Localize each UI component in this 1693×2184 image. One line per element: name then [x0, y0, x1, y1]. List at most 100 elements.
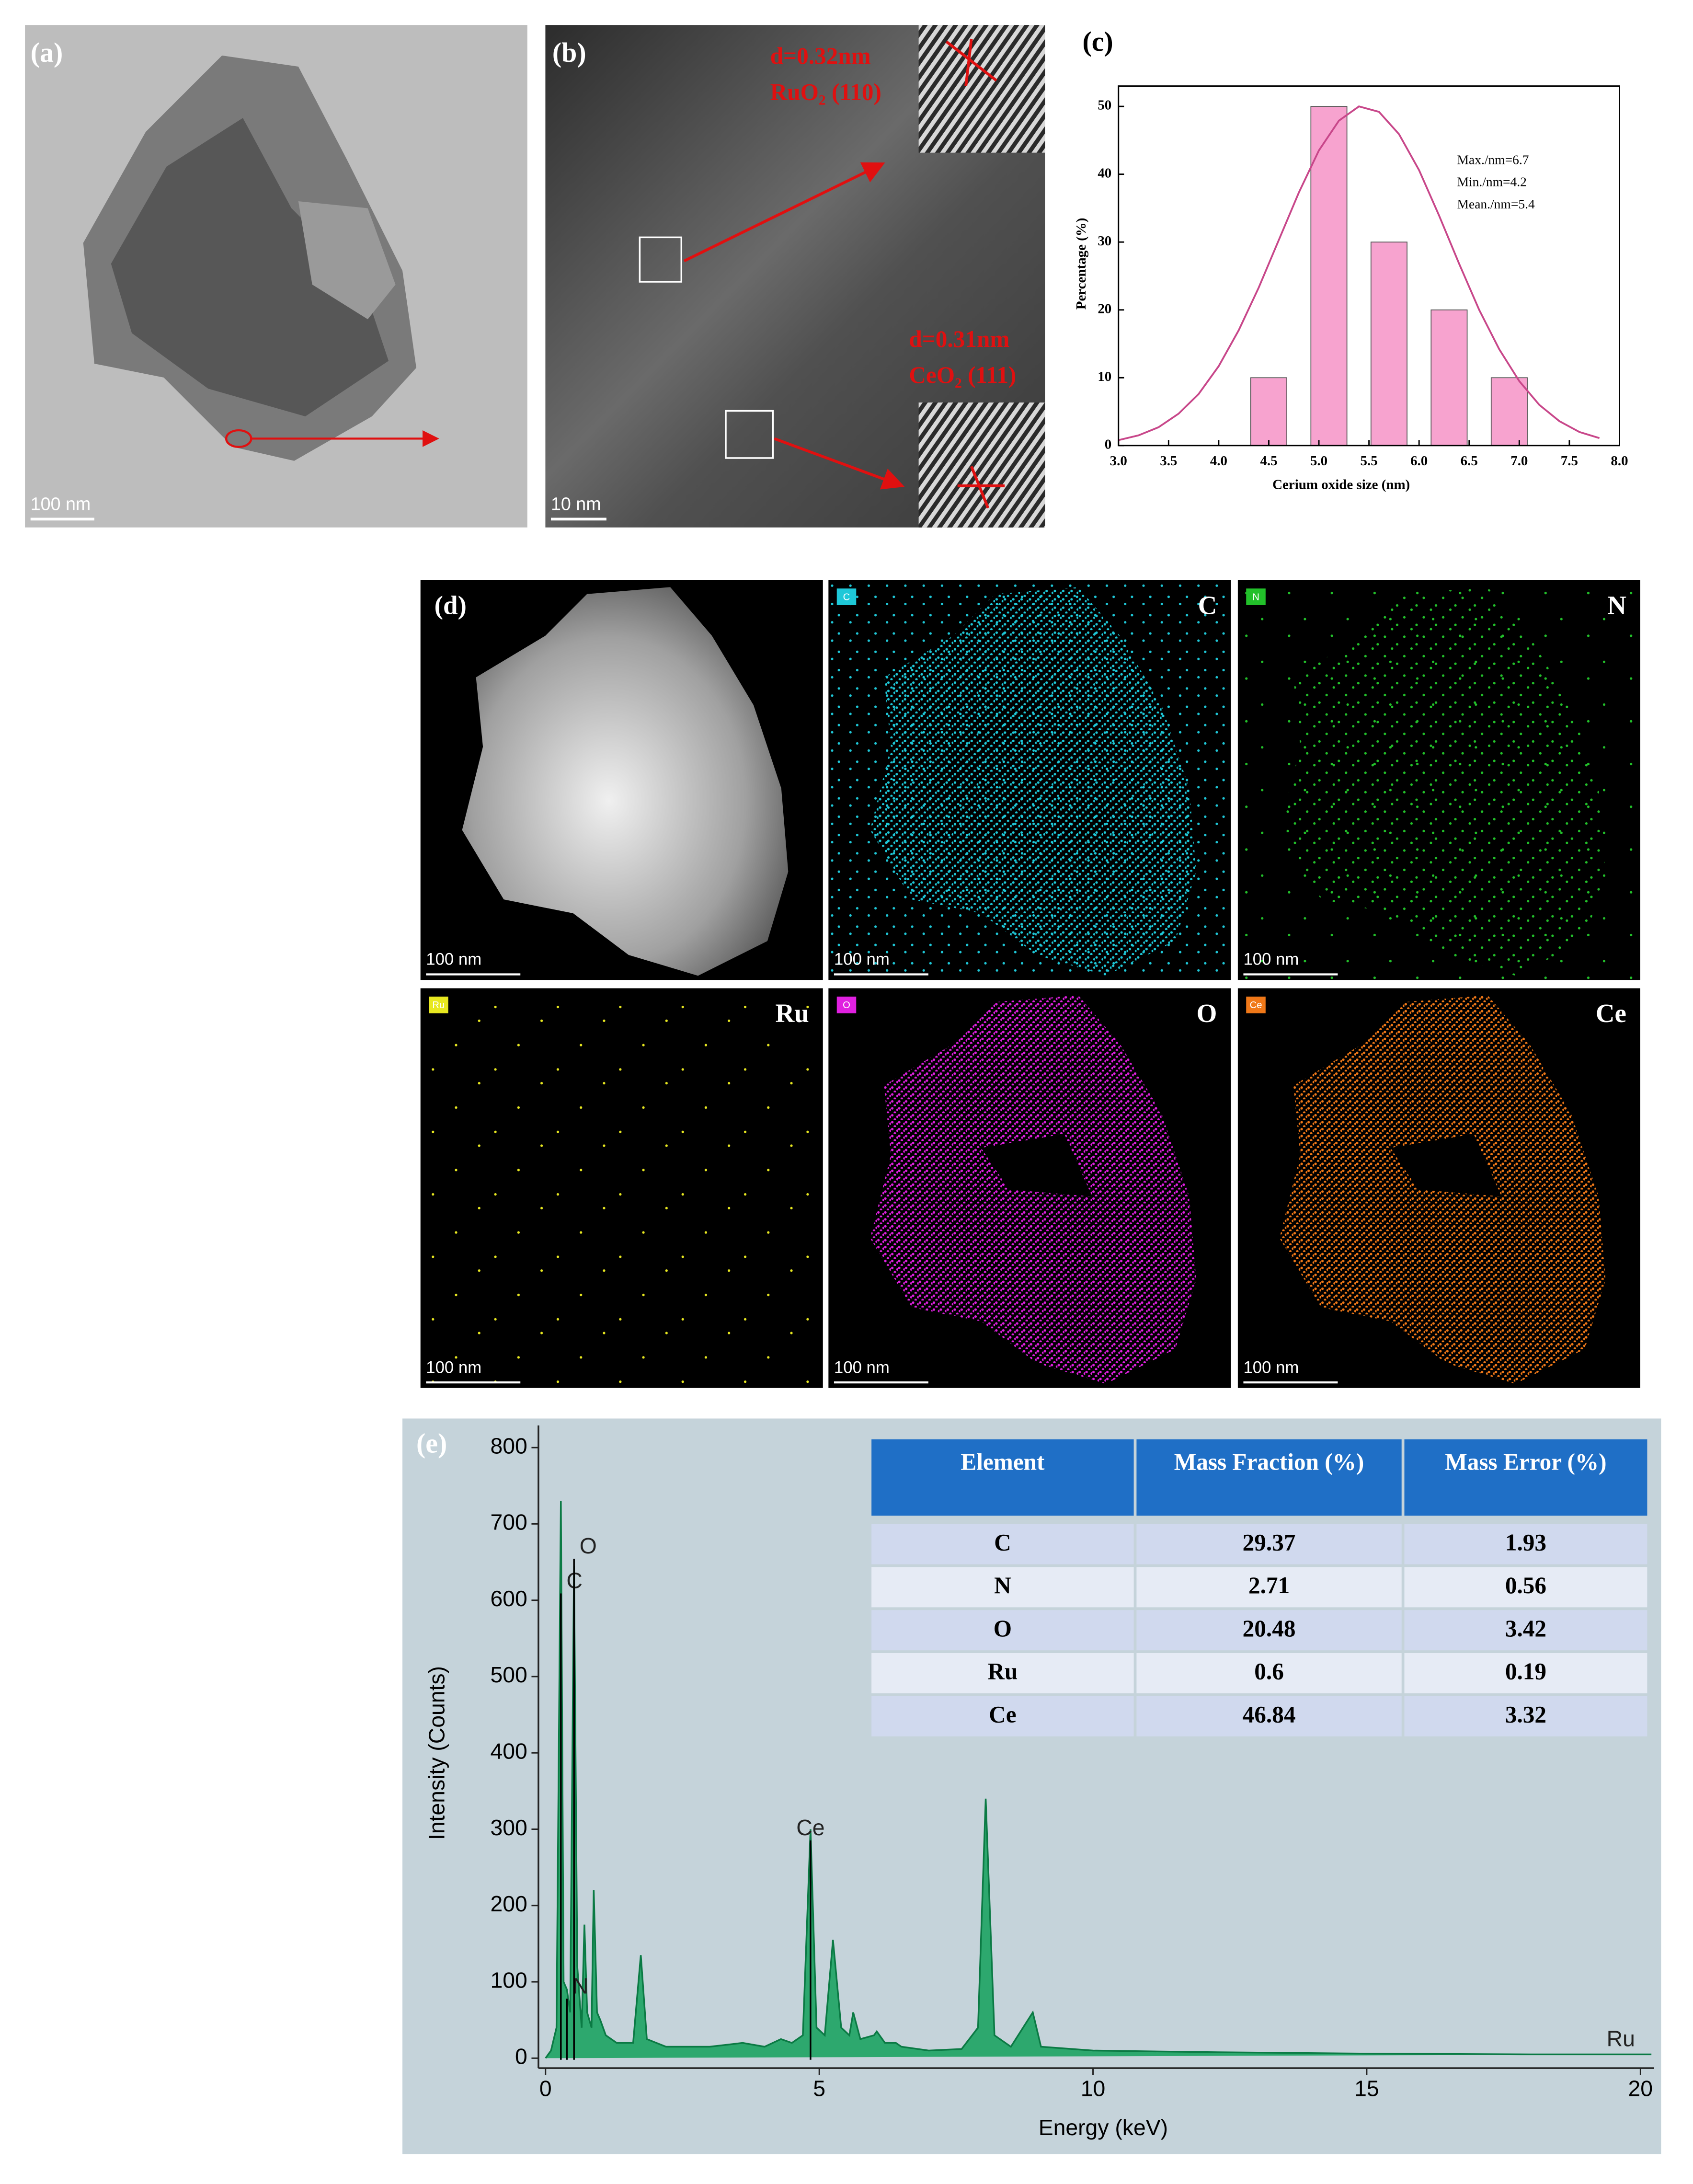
x-tick-label: 8.0 — [1611, 453, 1628, 469]
selection-box — [639, 236, 683, 283]
y-tick-label: 400 — [490, 1739, 527, 1764]
element-label: Ce — [1596, 999, 1626, 1028]
lattice-mark — [945, 38, 997, 86]
y-tick-label: 40 — [1098, 165, 1111, 181]
element-badge-label: C — [843, 592, 850, 602]
element-label: N — [1607, 590, 1626, 620]
x-tick-label: 7.5 — [1561, 453, 1578, 469]
element-badge-label: N — [1252, 592, 1259, 602]
y-axis-label: Intensity (Counts) — [424, 1666, 449, 1840]
scale-bar-label: 100 nm — [834, 951, 890, 969]
scale-bar-label: 100 nm — [1243, 1358, 1299, 1377]
panel-label: (d) — [435, 590, 467, 620]
y-tick-label: 50 — [1098, 98, 1111, 113]
panel-label: (a) — [31, 37, 63, 68]
element-badge-label: O — [843, 1000, 850, 1011]
plot-frame — [1118, 85, 1620, 447]
x-tick-label: 7.0 — [1510, 453, 1528, 469]
table-cell — [1136, 1696, 1402, 1736]
flake — [111, 118, 389, 417]
map-signal — [870, 995, 1196, 1384]
map-content: Ru Ru 100 nm — [420, 988, 823, 1388]
inset — [918, 402, 1045, 528]
table-cell-text: 20.48 — [1243, 1615, 1296, 1642]
scale-bar-label: 100 nm — [1243, 951, 1299, 969]
x-tick-label: 4.0 — [1210, 453, 1227, 469]
map-content: C C 100 nm — [828, 580, 1231, 980]
element-label: O — [1197, 999, 1217, 1028]
x-tick-label: 6.5 — [1461, 453, 1478, 469]
map-content: Ce Ce 100 nm — [1243, 995, 1626, 1384]
table-header: Mass Fraction (%) — [1174, 1448, 1364, 1475]
table-cell — [1404, 1567, 1647, 1608]
element-label: Ru — [775, 999, 809, 1028]
x-tick-label: 4.5 — [1260, 453, 1277, 469]
map-signal — [1279, 587, 1606, 976]
lattice-mark — [957, 466, 1005, 509]
table-cell — [871, 1610, 1134, 1651]
selection-box — [725, 410, 774, 459]
table-cell-text: Ru — [987, 1658, 1018, 1685]
table-cell-text: 29.37 — [1243, 1529, 1296, 1555]
x-tick-label: 15 — [1354, 2076, 1379, 2101]
element-badge — [1246, 996, 1266, 1013]
x-tick-label: 5.5 — [1361, 453, 1378, 469]
histogram-bar — [1370, 241, 1407, 446]
peak-label: N — [572, 1973, 588, 1998]
spectrum — [545, 1501, 1652, 2059]
element-badge — [836, 996, 857, 1013]
table-cell — [1136, 1524, 1402, 1564]
y-tick-label: 500 — [490, 1662, 527, 1687]
table-cell — [871, 1567, 1134, 1608]
table-cell — [1136, 1610, 1402, 1651]
table-cell — [1136, 1567, 1402, 1608]
x-tick-label: 5 — [813, 2076, 825, 2101]
scale-bar-label: 100 nm — [426, 951, 481, 969]
stat-annotation: Mean./nm=5.4 — [1457, 196, 1535, 211]
table-cell — [1136, 1653, 1402, 1694]
y-tick-label: 200 — [490, 1891, 527, 1916]
x-tick-label: 3.5 — [1160, 453, 1177, 469]
map-signal — [870, 587, 1196, 976]
map-content: 100 nm (d) — [426, 587, 789, 976]
lattice-annotation: d=0.32nm — [770, 43, 871, 69]
scale-bar-label: 100 nm — [31, 494, 91, 514]
map-content: N N 100 nm — [1237, 580, 1640, 980]
x-tick-label: 0 — [539, 2076, 552, 2101]
table-cell-text: Ce — [989, 1701, 1016, 1728]
arrow — [774, 437, 905, 490]
element-label: C — [1198, 590, 1217, 620]
x-tick-label: 10 — [1081, 2076, 1106, 2101]
x-tick-label: 5.0 — [1310, 453, 1327, 469]
table-header-cell — [871, 1439, 1134, 1516]
y-tick-label: 0 — [515, 2044, 527, 2069]
stat-annotation: Min./nm=4.2 — [1457, 174, 1527, 189]
table-cell — [1404, 1653, 1647, 1694]
y-tick-label: 300 — [490, 1815, 527, 1840]
table-cell-text: C — [994, 1529, 1011, 1555]
lattice-annotation: d=0.31nm — [909, 326, 1009, 352]
x-axis-label: Energy (keV) — [1039, 2115, 1168, 2140]
panel-a — [25, 25, 527, 528]
histogram-bar — [1430, 309, 1468, 446]
element-badge — [836, 588, 857, 605]
table-cell-text: 0.56 — [1505, 1572, 1546, 1598]
flake — [298, 201, 396, 320]
table-cell-text: 1.93 — [1505, 1529, 1546, 1555]
panel-label: (c) — [1082, 26, 1113, 57]
scale-bar-label: 100 nm — [426, 1358, 481, 1377]
table-cell-text: 0.19 — [1505, 1658, 1546, 1685]
map-content: O O 100 nm — [834, 995, 1217, 1384]
table-cell-text: 3.32 — [1505, 1701, 1546, 1728]
map-signal — [420, 988, 823, 1388]
element-badge-label: Ce — [1250, 1000, 1262, 1011]
table-cell-text: 46.84 — [1243, 1701, 1296, 1728]
table-cell-text: 3.42 — [1505, 1615, 1546, 1642]
y-tick-label: 0 — [1105, 437, 1111, 452]
element-badge-label: Ru — [432, 1000, 445, 1011]
lattice-annotation: CeO₂ (111) — [909, 362, 1016, 388]
inset — [918, 25, 1045, 153]
scale-bar-label: 10 nm — [551, 494, 601, 514]
